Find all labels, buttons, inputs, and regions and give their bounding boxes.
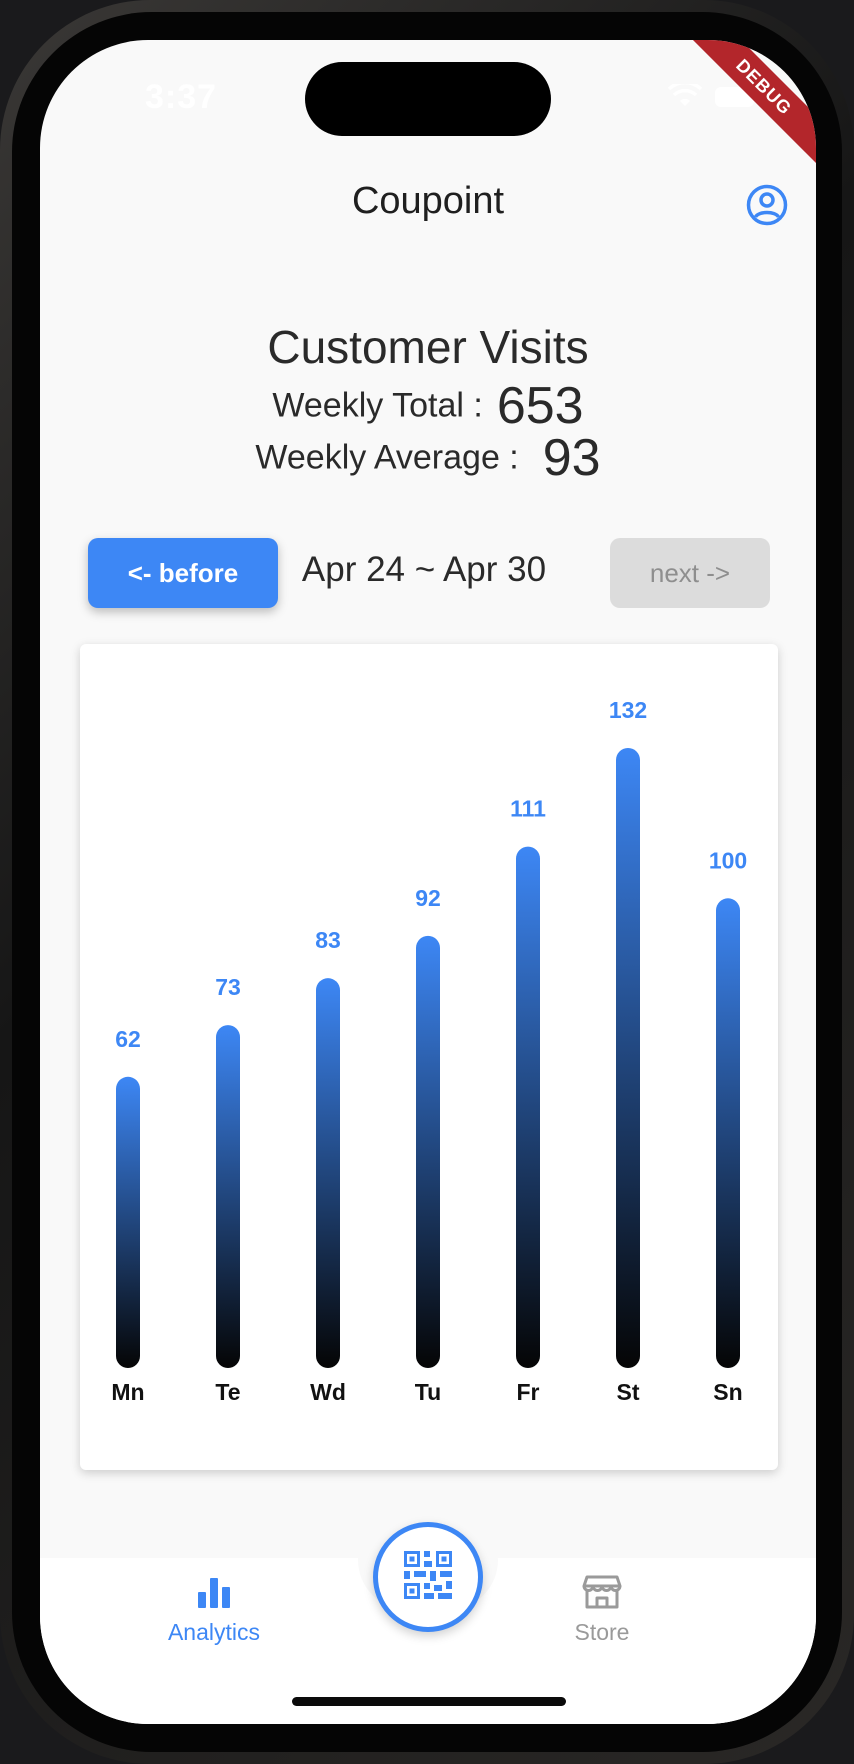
nav-label-store: Store <box>574 1619 630 1645</box>
before-button[interactable]: <- before <box>88 538 278 608</box>
home-indicator <box>292 1697 566 1706</box>
app-title: Coupoint <box>351 180 505 222</box>
chart-category-label: Te <box>215 1379 240 1405</box>
chart-value-label: 92 <box>415 885 441 911</box>
weekly-total-label: Weekly Total : <box>272 386 483 425</box>
chart-value-label: 111 <box>510 796 546 822</box>
chart-bar-sn <box>716 898 740 1368</box>
weekly-average-row: Weekly Average : 93 <box>40 428 816 488</box>
nav-item-store[interactable]: Store <box>522 1574 682 1646</box>
chart-card: 62 Mn 73 Te 83 Wd 92 Tu 111 Fr 132 St 100 Sn <box>80 644 778 1470</box>
chart-bar-st <box>616 748 640 1368</box>
chart-bar-tu <box>416 935 440 1368</box>
weekly-average-label: Weekly Average : <box>255 438 519 477</box>
chart-value-label: 73 <box>215 974 241 1000</box>
chart-bar-mn <box>116 1076 140 1368</box>
bar-chart: 62 Mn 73 Te 83 Wd 92 Tu 111 Fr 132 St 100 Sn <box>111 697 747 1405</box>
chart-category-label: St <box>617 1379 640 1405</box>
chart-value-label: 83 <box>315 927 341 953</box>
weekly-total-row: Weekly Total : 653 <box>40 376 816 436</box>
chart-value-label: 100 <box>709 847 747 873</box>
page-heading: Customer Visits <box>267 321 589 373</box>
nav-label-analytics: Analytics <box>167 1619 261 1645</box>
bar-chart-icon <box>196 1578 232 1614</box>
date-range: Apr 24 ~ Apr 30 <box>301 550 547 589</box>
next-button[interactable]: next -> <box>610 538 770 608</box>
qr-code-icon <box>404 1550 452 1604</box>
chart-value-label: 132 <box>609 697 647 723</box>
storefront-icon <box>582 1575 622 1614</box>
chart-category-label: Fr <box>517 1379 540 1405</box>
chart-category-label: Tu <box>415 1379 441 1405</box>
chart-bar-te <box>216 1025 240 1368</box>
chart-bar-fr <box>516 846 540 1368</box>
account-circle-icon[interactable] <box>746 184 788 226</box>
chart-value-label: 62 <box>115 1026 141 1052</box>
chart-category-label: Sn <box>713 1379 742 1405</box>
dynamic-island <box>305 62 551 136</box>
qr-scan-button[interactable] <box>373 1522 483 1632</box>
wifi-icon <box>668 84 702 110</box>
chart-bar-wd <box>316 978 340 1368</box>
nav-item-analytics[interactable]: Analytics <box>134 1574 294 1646</box>
chart-category-label: Wd <box>310 1379 346 1405</box>
weekly-average-value: 93 <box>542 429 601 487</box>
weekly-total-value: 653 <box>496 377 584 435</box>
chart-category-label: Mn <box>111 1379 144 1405</box>
status-time: 3:37 <box>145 78 218 116</box>
app-screen: 3:37 DEBUG Coupoint Customer Visits Week <box>40 40 816 1724</box>
